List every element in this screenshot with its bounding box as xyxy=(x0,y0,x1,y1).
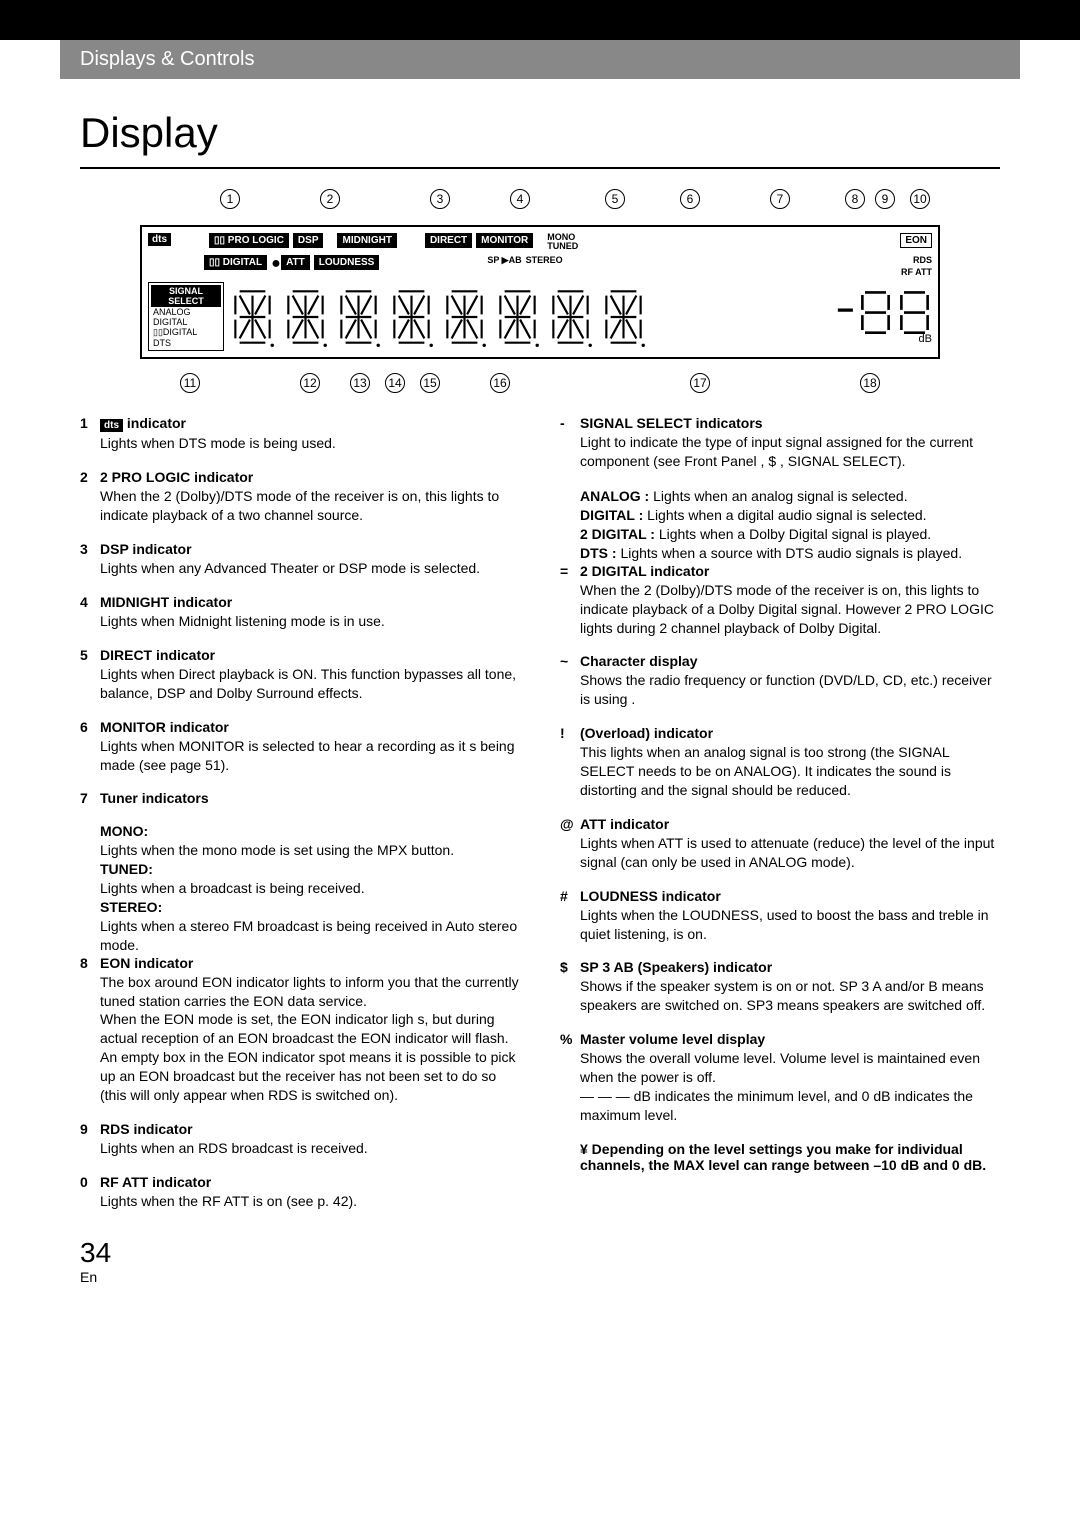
callout-14: 14 xyxy=(385,373,405,393)
tuner-sub-item: STEREO:Lights when a stereo FM broadcast… xyxy=(100,898,520,955)
direct-indicator: DIRECT xyxy=(425,233,472,248)
digital-indicator: ▯▯ DIGITAL xyxy=(204,255,267,270)
callout-2: 2 xyxy=(320,189,340,209)
signal-sub-item: ANALOG : Lights when an analog signal is… xyxy=(580,487,1000,506)
description-item: 4MIDNIGHT indicatorLights when Midnight … xyxy=(80,594,520,631)
page-lang: En xyxy=(80,1269,97,1285)
description-item: -SIGNAL SELECT indicatorsLight to indica… xyxy=(560,415,1000,471)
monitor-indicator: MONITOR xyxy=(476,233,533,248)
tuner-sub-item: MONO:Lights when the mono mode is set us… xyxy=(100,822,520,860)
character-display xyxy=(230,287,646,347)
segment-char xyxy=(230,287,275,347)
signal-sub-item: 2 DIGITAL : Lights when a Dolby Digital … xyxy=(580,525,1000,544)
left-column: 1dts indicatorLights when DTS mode is be… xyxy=(80,415,520,1226)
callout-6: 6 xyxy=(680,189,700,209)
volume-note: ¥ Depending on the level settings you ma… xyxy=(580,1141,1000,1173)
callout-9: 9 xyxy=(875,189,895,209)
description-item: 22 PRO LOGIC indicatorWhen the 2 (Dolby)… xyxy=(80,469,520,525)
callout-11: 11 xyxy=(180,373,200,393)
callout-17: 17 xyxy=(690,373,710,393)
stereo-indicator: STEREO xyxy=(526,255,563,265)
segment-char xyxy=(495,287,540,347)
page-title: Display xyxy=(80,109,1000,169)
segment-char xyxy=(283,287,328,347)
description-item: 5DIRECT indicatorLights when Direct play… xyxy=(80,647,520,703)
description-item: 3DSP indicatorLights when any Advanced T… xyxy=(80,541,520,578)
callout-18: 18 xyxy=(860,373,880,393)
segment-char xyxy=(442,287,487,347)
section-header: Displays & Controls xyxy=(60,40,1020,79)
segment-char xyxy=(389,287,434,347)
description-item: $SP 3 AB (Speakers) indicatorShows if th… xyxy=(560,959,1000,1015)
description-item: 6MONITOR indicatorLights when MONITOR is… xyxy=(80,719,520,775)
callout-12: 12 xyxy=(300,373,320,393)
callout-5: 5 xyxy=(605,189,625,209)
rfatt-indicator: RF ATT xyxy=(901,267,932,277)
description-item: 0RF ATT indicatorLights when the RF ATT … xyxy=(80,1174,520,1211)
description-item: =2 DIGITAL indicatorWhen the 2 (Dolby)/D… xyxy=(560,563,1000,638)
prologic-indicator: ▯▯ PRO LOGIC xyxy=(209,233,289,248)
description-item: !(Overload) indicatorThis lights when an… xyxy=(560,725,1000,800)
right-column: -SIGNAL SELECT indicatorsLight to indica… xyxy=(560,415,1000,1226)
description-item: ~Character displayShows the radio freque… xyxy=(560,653,1000,709)
volume-display: − dB xyxy=(836,288,932,345)
callout-7: 7 xyxy=(770,189,790,209)
callout-16: 16 xyxy=(490,373,510,393)
description-item: 7Tuner indicators xyxy=(80,790,520,806)
callout-13: 13 xyxy=(350,373,370,393)
eon-indicator: EON xyxy=(900,233,932,248)
display-diagram: 12345678910 dts ▯▯ PRO LOGIC DSP MIDNIGH… xyxy=(140,189,940,395)
page-number: 34 xyxy=(80,1237,111,1268)
sp-indicator: SP ▶AB xyxy=(487,255,521,266)
description-item: %Master volume level displayShows the ov… xyxy=(560,1031,1000,1125)
callout-10: 10 xyxy=(910,189,930,209)
callout-3: 3 xyxy=(430,189,450,209)
signal-sub-item: DTS : Lights when a source with DTS audi… xyxy=(580,544,1000,563)
segment-char xyxy=(601,287,646,347)
loudness-indicator: LOUDNESS xyxy=(314,255,380,270)
tuner-indicators: MONO TUNED xyxy=(547,233,578,251)
callout-15: 15 xyxy=(420,373,440,393)
signal-sub-item: DIGITAL : Lights when a digital audio si… xyxy=(580,506,1000,525)
callout-4: 4 xyxy=(510,189,530,209)
description-item: 9RDS indicatorLights when an RDS broadca… xyxy=(80,1121,520,1158)
description-item: 8EON indicatorThe box around EON indicat… xyxy=(80,955,520,1105)
midnight-indicator: MIDNIGHT xyxy=(337,233,396,248)
segment-char xyxy=(336,287,381,347)
tuner-sub-item: TUNED:Lights when a broadcast is being r… xyxy=(100,860,520,898)
rds-indicator: RDS xyxy=(913,255,932,265)
description-item: @ATT indicatorLights when ATT is used to… xyxy=(560,816,1000,872)
description-item: #LOUDNESS indicatorLights when the LOUDN… xyxy=(560,888,1000,944)
display-panel: dts ▯▯ PRO LOGIC DSP MIDNIGHT DIRECT MON… xyxy=(140,225,940,359)
callout-8: 8 xyxy=(845,189,865,209)
dts-icon: dts xyxy=(148,233,171,246)
signal-select-box: SIGNAL SELECT ANALOG DIGITAL ▯▯DIGITAL D… xyxy=(148,282,224,351)
dsp-indicator: DSP xyxy=(293,233,324,248)
att-indicator: ATT xyxy=(281,255,310,270)
description-item: 1dts indicatorLights when DTS mode is be… xyxy=(80,415,520,453)
callout-1: 1 xyxy=(220,189,240,209)
segment-char xyxy=(548,287,593,347)
